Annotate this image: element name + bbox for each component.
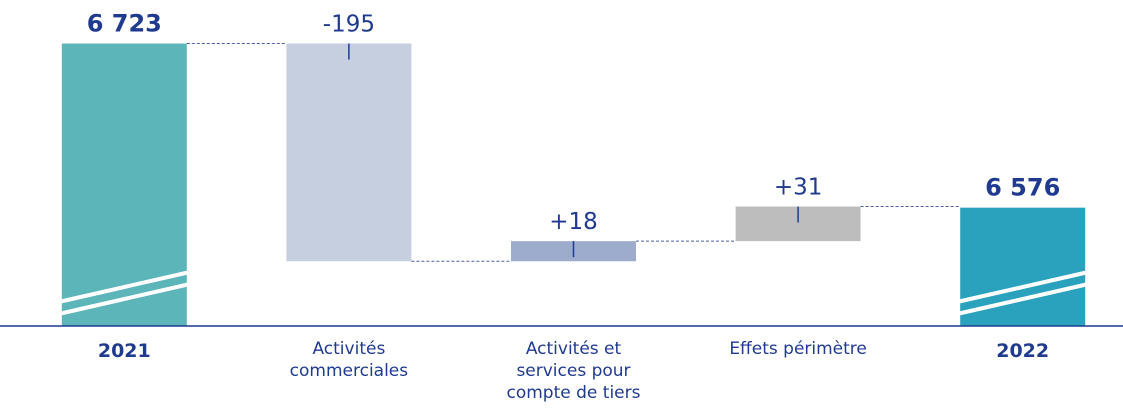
category-label: 2021 [97,340,151,362]
bar [960,207,1086,326]
axis-break [49,268,200,306]
value-label: +31 [774,175,823,201]
value-label: -195 [323,12,375,38]
axis-break [49,280,200,318]
bar [61,43,187,326]
axis-break [947,280,1098,318]
value-label: +18 [549,209,598,235]
value-label: 6 723 [87,10,162,38]
category-label: Activités et services pour compte de tie… [506,339,641,403]
bar [286,43,412,262]
category-label: Activités commerciales [289,339,409,381]
category-label: Effets périmètre [729,339,867,359]
axis-break [947,268,1098,306]
category-label: 2022 [996,340,1050,362]
value-label: 6 576 [985,174,1060,202]
